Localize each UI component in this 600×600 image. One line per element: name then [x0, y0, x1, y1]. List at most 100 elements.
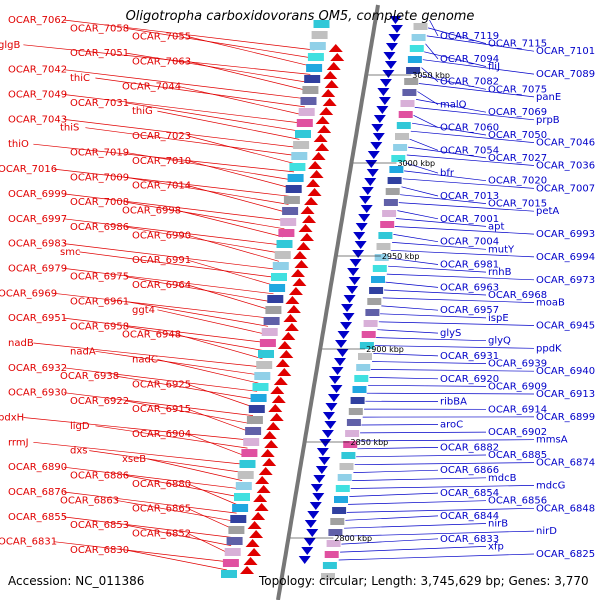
gene-label-left: OCAR_7043: [8, 114, 67, 125]
gene-label-left: OCAR_7055: [132, 32, 191, 43]
gene-label-right: glyS: [440, 328, 461, 339]
feature-block: [309, 42, 326, 50]
forward-gene-arrow: [367, 151, 380, 159]
gene-label-left: nadB: [8, 338, 34, 349]
reverse-gene-arrow: [309, 170, 324, 178]
feature-block: [287, 174, 304, 182]
gene-label-right: apt: [488, 221, 504, 232]
feature-block: [371, 276, 385, 283]
feature-block: [356, 364, 371, 371]
reverse-gene-arrow: [254, 503, 269, 511]
connector-line-left: [147, 458, 243, 481]
connector-line-left: [63, 19, 315, 51]
connector-line-left: [187, 533, 230, 555]
connector-line-right: [361, 424, 439, 426]
gene-label-right: OCAR_7001: [440, 214, 499, 225]
forward-gene-arrow: [388, 34, 401, 42]
forward-gene-arrow: [377, 88, 390, 96]
gene-label-right: moaB: [536, 298, 565, 309]
reverse-gene-arrow: [306, 179, 321, 187]
gene-label-left: OCAR_6830: [70, 545, 129, 556]
connector-line-left: [187, 483, 239, 506]
feature-block: [222, 559, 239, 567]
feature-block: [271, 273, 287, 281]
reverse-gene-arrow: [260, 449, 275, 457]
reverse-gene-arrow: [240, 566, 255, 574]
reverse-gene-arrow: [330, 53, 345, 61]
feature-block: [282, 207, 299, 215]
gene-label-left: OCAR_6886: [70, 471, 129, 482]
connector-line-right: [384, 289, 487, 296]
reverse-gene-arrow: [245, 539, 260, 547]
reverse-gene-arrow: [256, 485, 271, 493]
gene-label-left: OCAR_6961: [70, 297, 129, 308]
forward-gene-arrow: [373, 115, 386, 123]
gene-label-right: OCAR_7050: [488, 130, 547, 141]
connector-line-right: [346, 507, 535, 513]
connector-line-right: [409, 138, 439, 151]
gene-label-left: OCAR_6865: [132, 504, 191, 515]
gene-label-left: OCAR_7062: [8, 15, 67, 26]
reverse-gene-arrow: [300, 233, 315, 241]
feature-block: [348, 408, 363, 415]
forward-gene-arrow: [364, 178, 377, 186]
feature-block: [263, 317, 280, 325]
connector-line-left: [63, 367, 258, 392]
forward-gene-arrow: [328, 376, 341, 384]
feature-block: [243, 438, 260, 446]
forward-gene-arrow: [318, 457, 331, 465]
forward-gene-arrow: [383, 52, 396, 60]
connector-line-left: [187, 61, 308, 91]
connector-line-left: [177, 210, 284, 238]
gene-label-left: dxs: [70, 446, 87, 457]
forward-gene-arrow: [379, 79, 392, 87]
connector-line-right: [422, 59, 535, 75]
connector-line-right: [338, 553, 535, 561]
forward-gene-arrow: [304, 520, 317, 528]
feature-block: [382, 210, 397, 217]
feature-block: [246, 416, 263, 424]
feature-block: [354, 375, 369, 382]
feature-block: [313, 20, 330, 28]
connector-line-left: [33, 143, 295, 173]
connector-line-right: [392, 242, 487, 250]
gene-label-left: OCAR_6948: [122, 330, 181, 341]
accession-label: Accession: NC_011386: [8, 574, 145, 588]
gene-label-left: OCAR_7058: [70, 23, 129, 34]
gene-label-right: ispE: [488, 313, 509, 324]
connector-line-right: [366, 392, 535, 395]
feature-block: [343, 441, 358, 448]
gene-label-left: OCAR_6876: [8, 487, 67, 498]
feature-block: [393, 144, 408, 151]
gene-label-left: OCAR_6855: [8, 512, 67, 523]
connector-line-left: [125, 276, 273, 303]
forward-gene-arrow: [355, 223, 368, 231]
connector-line-right: [418, 83, 535, 98]
reverse-gene-arrow: [264, 440, 279, 448]
forward-gene-arrow: [322, 412, 335, 420]
gene-label-left: thiS: [60, 123, 79, 134]
forward-gene-arrow: [298, 556, 311, 564]
connector-line-right: [400, 194, 487, 204]
gene-label-right: OCAR_7020: [488, 176, 547, 187]
gene-label-right: OCAR_6993: [536, 229, 595, 240]
connector-line-left: [115, 375, 256, 400]
connector-line-left: [63, 243, 278, 270]
connector-line-left: [125, 52, 310, 83]
gene-label-right: OCAR_6945: [536, 321, 595, 332]
reverse-gene-arrow: [275, 359, 290, 367]
feature-block: [396, 122, 411, 129]
gene-label-left: OCAR_6853: [70, 520, 129, 531]
gene-label-right: OCAR_6844: [440, 511, 499, 522]
forward-gene-arrow: [334, 358, 346, 366]
connector-line-right: [352, 477, 487, 481]
connector-line-left: [95, 350, 260, 376]
feature-block: [254, 372, 271, 380]
connector-line-left: [187, 185, 288, 213]
connector-line-left: [125, 102, 301, 132]
forward-gene-arrow: [349, 259, 362, 267]
connector-line-right: [370, 369, 535, 372]
gene-label-left: OCAR_6831: [0, 537, 57, 548]
feature-block: [235, 482, 252, 490]
feature-block: [306, 64, 323, 72]
